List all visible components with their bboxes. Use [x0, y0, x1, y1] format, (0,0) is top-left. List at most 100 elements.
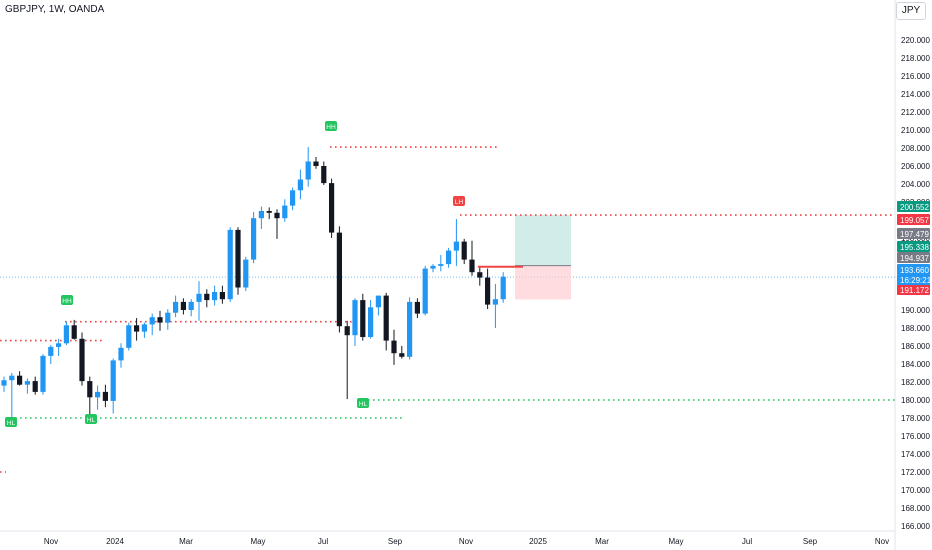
x-tick-label: Nov	[459, 537, 473, 546]
x-tick-label: May	[668, 537, 683, 546]
y-tick-label: 176.000	[901, 432, 930, 441]
x-tick-label: Sep	[803, 537, 818, 546]
currency-button[interactable]: JPY	[896, 2, 926, 20]
candle-body	[87, 381, 93, 398]
candle-body	[399, 353, 405, 357]
swing-label-badge	[61, 295, 73, 305]
candle-body	[305, 161, 311, 180]
position-stop-zone	[515, 265, 571, 300]
price-tag	[897, 252, 930, 263]
candle-body	[274, 212, 280, 219]
candle-body	[477, 272, 483, 278]
candle-body	[79, 338, 85, 382]
candle-body	[251, 218, 257, 260]
y-tick-label: 186.000	[901, 342, 930, 351]
candle-body	[102, 391, 108, 401]
candle-body	[63, 325, 69, 344]
swing-label-badge	[5, 417, 17, 427]
candle-body	[391, 340, 397, 354]
x-tick-label: Sep	[388, 537, 403, 546]
x-tick-label: Jul	[318, 537, 328, 546]
y-tick-label: 172.000	[901, 468, 930, 477]
candle-body	[118, 347, 124, 361]
candle-body	[71, 325, 77, 339]
candle-body	[258, 211, 264, 219]
candle-body	[110, 360, 116, 401]
y-tick-label: 168.000	[901, 504, 930, 513]
price-tag	[897, 228, 930, 239]
candle-body	[321, 166, 327, 184]
candle-body	[40, 355, 46, 392]
price-tag	[897, 201, 930, 212]
candle-body	[56, 343, 62, 347]
candle-body	[313, 161, 319, 166]
candle-body	[469, 259, 475, 273]
candle-body	[329, 183, 335, 233]
candle-body	[492, 299, 498, 305]
x-tick-label: Nov	[44, 537, 58, 546]
y-tick-label: 206.000	[901, 162, 930, 171]
y-tick-label: 178.000	[901, 414, 930, 423]
x-tick-label: Mar	[179, 537, 193, 546]
candle-body	[141, 324, 147, 332]
y-tick-label: 214.000	[901, 90, 930, 99]
candle-body	[368, 307, 374, 337]
candle-body	[196, 293, 202, 302]
symbol-title: GBPJPY, 1W, OANDA	[5, 4, 105, 15]
candle-body	[375, 295, 381, 308]
swing-label-text: HL	[359, 401, 368, 408]
candle-body	[438, 264, 444, 266]
candle-body	[165, 312, 171, 323]
x-tick-label: May	[250, 537, 265, 546]
candle-body	[422, 268, 428, 314]
swing-label-badge	[85, 414, 97, 424]
y-tick-label: 210.000	[901, 126, 930, 135]
candle-body	[407, 301, 413, 357]
price-tag	[897, 214, 930, 225]
price-tag-label: 197.479	[900, 230, 929, 239]
candle-body	[430, 265, 436, 269]
candle-body	[446, 250, 452, 265]
y-tick-label: 180.000	[901, 396, 930, 405]
candle-body	[149, 317, 155, 325]
candle-body	[188, 301, 194, 310]
candle-body	[173, 301, 179, 313]
y-tick-label: 190.000	[901, 306, 930, 315]
candle-body	[344, 326, 350, 336]
candle-body	[134, 325, 140, 332]
candle-body	[48, 346, 54, 356]
candle-body	[297, 179, 303, 191]
y-tick-label: 218.000	[901, 54, 930, 63]
swing-label-text: HL	[7, 420, 16, 427]
countdown-tag	[897, 275, 930, 285]
x-tick-label: Nov	[875, 537, 889, 546]
swing-label-text: HL	[87, 417, 96, 424]
swing-label-text: HH	[326, 124, 336, 131]
candle-body	[485, 277, 491, 305]
price-tag	[897, 284, 930, 295]
candle-body	[227, 229, 233, 300]
y-tick-label: 212.000	[901, 108, 930, 117]
candle-body	[157, 317, 163, 323]
y-tick-label: 166.000	[901, 522, 930, 531]
swing-label-badge	[325, 121, 337, 131]
price-tag	[897, 241, 930, 252]
candle-body	[204, 293, 210, 301]
candle-body	[32, 381, 38, 392]
candle-body	[243, 259, 249, 288]
candle-body	[17, 375, 23, 385]
price-tag-label: 193.660	[900, 266, 929, 275]
y-tick-label: 188.000	[901, 324, 930, 333]
y-tick-label: 184.000	[901, 360, 930, 369]
swing-label-text: LH	[455, 199, 464, 206]
swing-label-badge	[357, 398, 369, 408]
y-tick-label: 204.000	[901, 180, 930, 189]
y-tick-label: 208.000	[901, 144, 930, 153]
y-tick-label: 220.000	[901, 36, 930, 45]
candle-body	[24, 381, 30, 385]
x-tick-label: Mar	[595, 537, 609, 546]
y-tick-label: 216.000	[901, 72, 930, 81]
y-tick-label: 170.000	[901, 486, 930, 495]
